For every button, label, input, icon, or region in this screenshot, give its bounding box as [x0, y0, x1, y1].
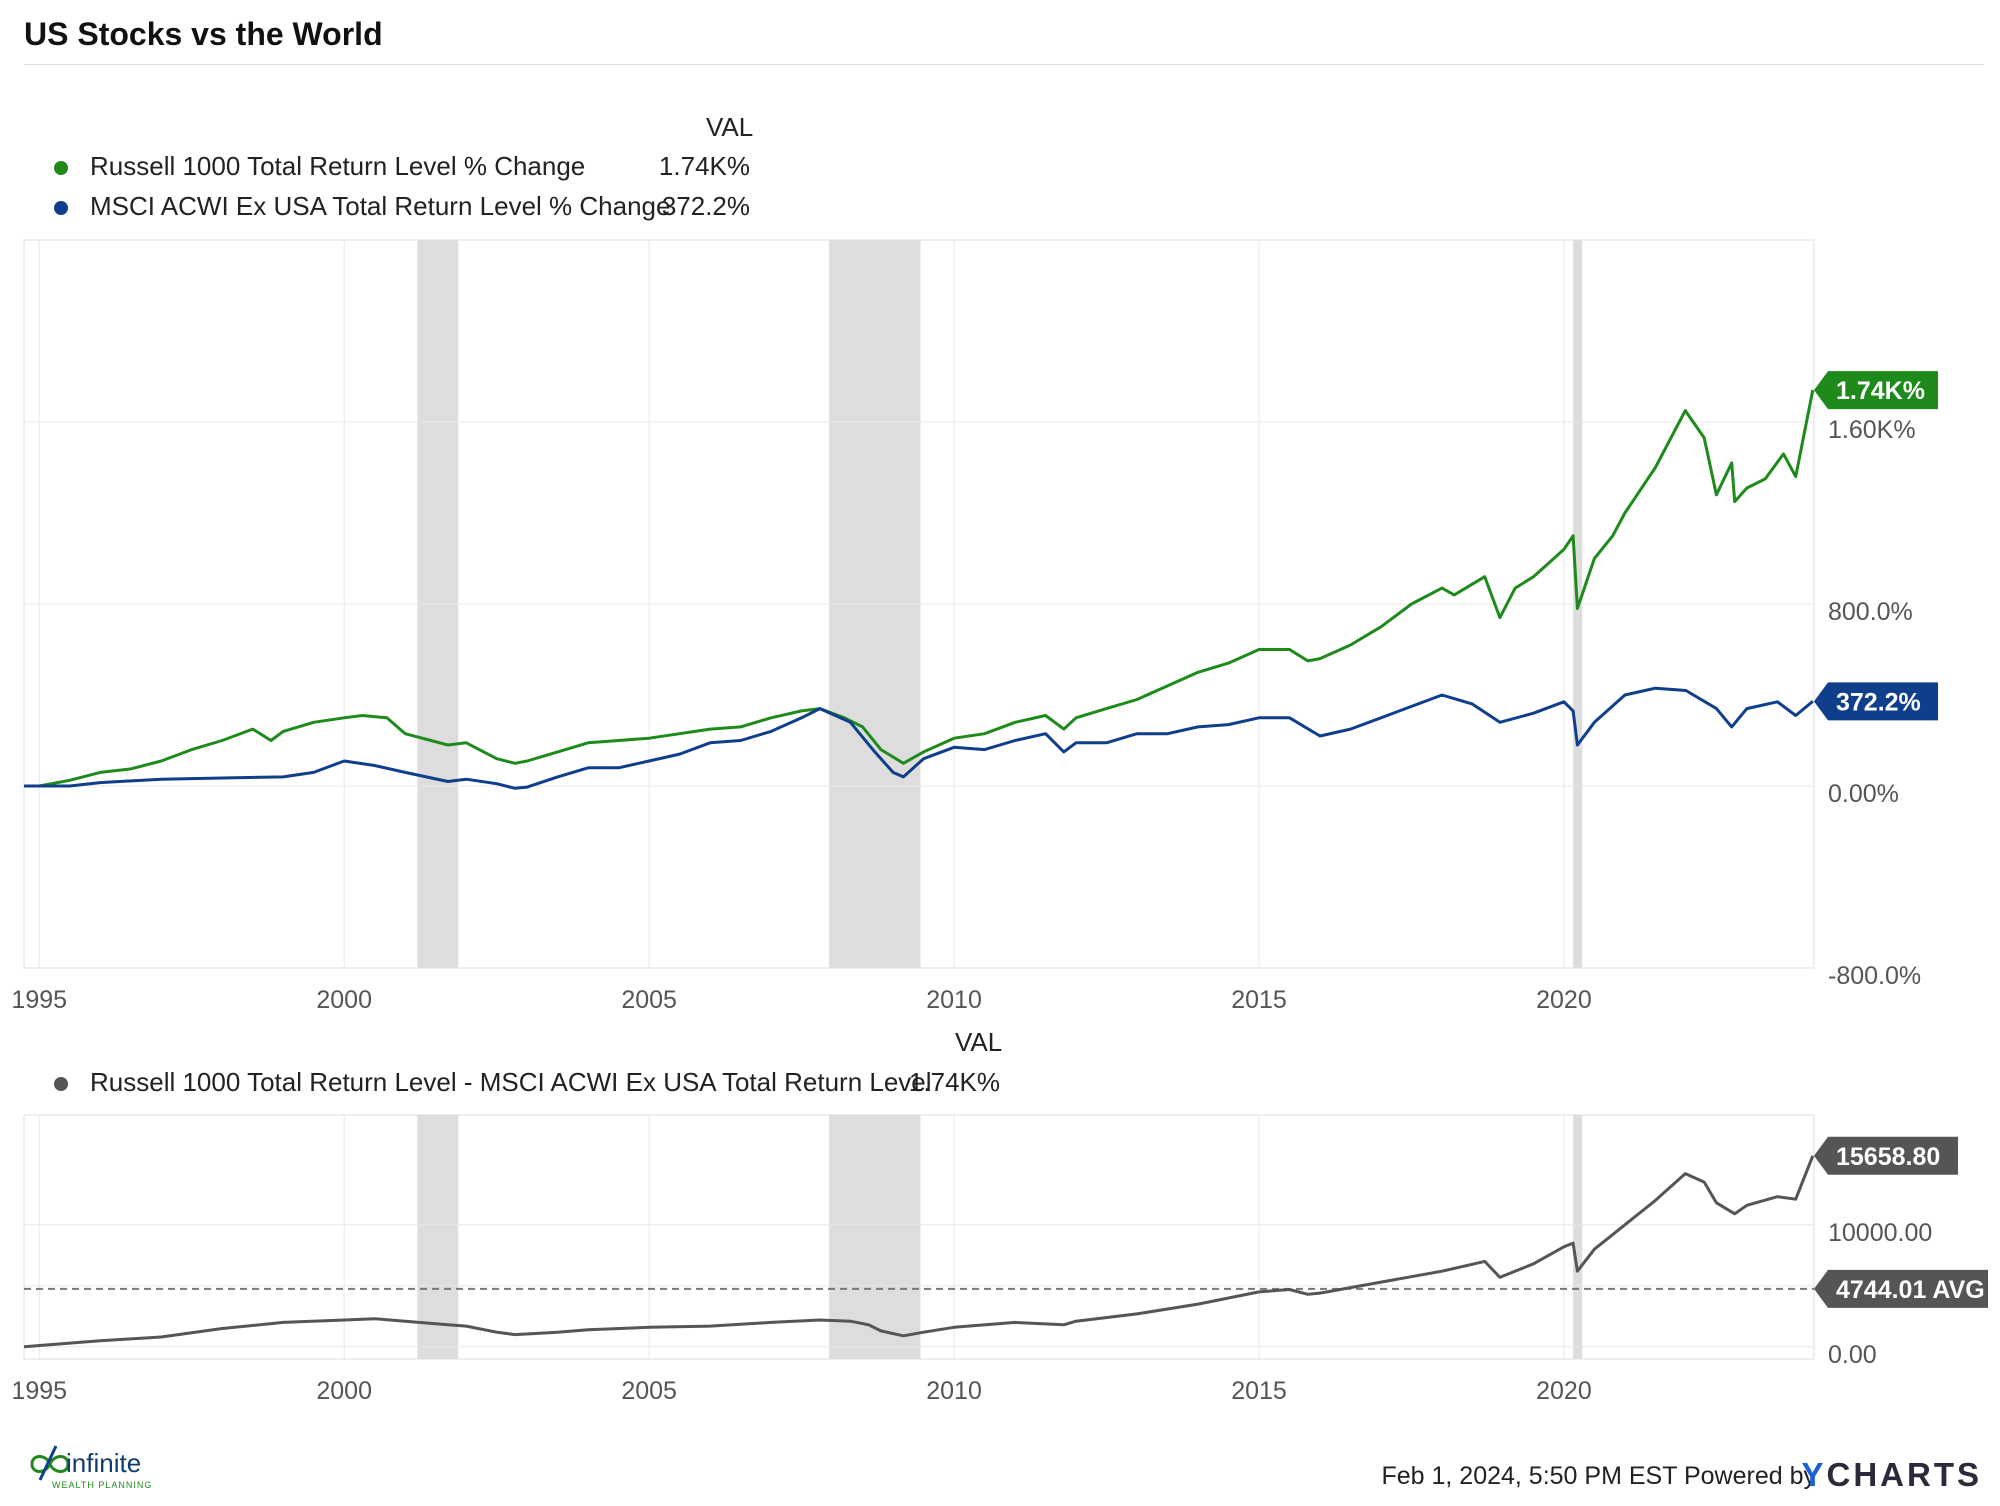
infinite-logo-text: infinite	[66, 1448, 141, 1478]
end-value-tag-msci-text: 372.2%	[1836, 688, 1921, 716]
legend-marker-spread	[54, 1077, 68, 1091]
y-tick-label: 800.0%	[1828, 598, 1913, 626]
title-divider	[24, 64, 1984, 65]
end-value-tag-msci-shape	[1814, 682, 1938, 721]
x-tick-label: 2010	[926, 1377, 982, 1405]
x-tick-label: 2015	[1231, 986, 1287, 1014]
legend-label-russell: Russell 1000 Total Return Level % Change	[90, 151, 586, 181]
legend-marker-msci	[54, 201, 68, 215]
x-tick-label: 2010	[926, 986, 982, 1014]
end-value-tag-russell-shape	[1814, 371, 1938, 410]
x-tick-label: 2000	[316, 1377, 372, 1405]
ycharts-logo-y: Y	[1801, 1456, 1827, 1493]
legend-value-russell: 1.74K%	[658, 151, 750, 181]
y-tick-label: 0.00%	[1828, 780, 1899, 808]
infinite-logo-mark	[30, 1445, 70, 1481]
infinite-logo-subtext: WEALTH PLANNING	[52, 1480, 152, 1490]
y-tick-label: -800.0%	[1828, 962, 1921, 990]
end-value-tag-russell: 1.74K%	[1814, 371, 1938, 410]
end-value-tag-russell-text: 1.74K%	[1836, 377, 1925, 405]
legend-label-spread: Russell 1000 Total Return Level - MSCI A…	[90, 1067, 932, 1097]
legend-label-msci: MSCI ACWI Ex USA Total Return Level % Ch…	[90, 191, 671, 221]
y-tick-label: 10000.00	[1828, 1219, 1932, 1247]
page-title: US Stocks vs the World	[24, 16, 383, 52]
recession-band	[1573, 1115, 1583, 1359]
average-value-tag-text: 4744.01 AVG	[1836, 1276, 1985, 1304]
x-tick-label: 2005	[621, 986, 677, 1014]
average-value-tag-shape	[1814, 1269, 1988, 1308]
x-tick-label: 2015	[1231, 1377, 1287, 1405]
powered-by-text: Powered by	[1683, 1462, 1816, 1490]
x-tick-label: 2020	[1536, 1377, 1592, 1405]
end-value-tag-spread: 15658.80	[1814, 1136, 1958, 1175]
plot-frame	[23, 239, 1815, 969]
x-tick-label: 2020	[1536, 986, 1592, 1014]
legend-val-header-spread: VAL	[955, 1027, 1003, 1057]
series-line-russell	[24, 389, 1815, 788]
footer-timestamp: Feb 1, 2024, 5:50 PM EST Powered by	[1381, 1462, 1816, 1491]
legend-value-spread: 1.74K%	[908, 1067, 1000, 1097]
end-value-tag-spread-shape	[1814, 1136, 1958, 1175]
plot-frame	[23, 1114, 1815, 1360]
recession-band	[417, 1115, 459, 1359]
x-tick-label: 2005	[621, 1377, 677, 1405]
ycharts-logo-rest: CHARTS	[1826, 1456, 1982, 1493]
x-tick-label: 1995	[11, 1377, 67, 1405]
y-tick-label: 0.00	[1828, 1341, 1877, 1369]
end-value-tag-msci: 372.2%	[1814, 682, 1938, 721]
ycharts-logo[interactable]: YCHARTS	[1801, 1456, 1982, 1494]
y-tick-label: 1.60K%	[1828, 416, 1916, 444]
timestamp-text: Feb 1, 2024, 5:50 PM EST	[1381, 1462, 1678, 1490]
legend-val-header: VAL	[706, 112, 754, 142]
recession-band	[829, 1115, 921, 1359]
average-value-tag: 4744.01 AVG	[1814, 1269, 1988, 1308]
series-line-msci	[24, 686, 1814, 790]
infinite-logo: infinite WEALTH PLANNING	[30, 1445, 152, 1490]
end-value-tag-spread-text: 15658.80	[1836, 1143, 1940, 1171]
x-tick-label: 1995	[11, 986, 67, 1014]
legend-marker-russell	[54, 161, 68, 175]
x-tick-label: 2000	[316, 986, 372, 1014]
series-line-spread	[23, 1155, 1815, 1349]
legend-value-msci: 372.2%	[661, 191, 750, 221]
